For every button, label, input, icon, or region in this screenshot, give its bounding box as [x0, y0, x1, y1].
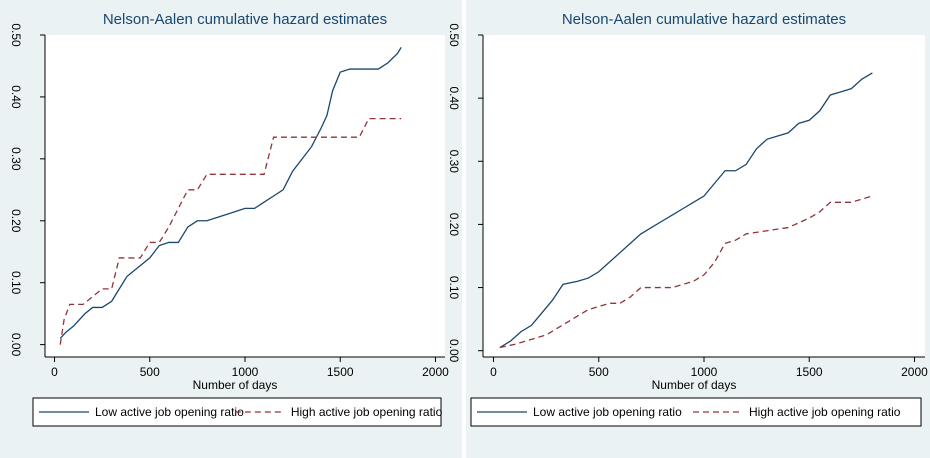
legend-label: High active job opening ratio [291, 405, 443, 419]
y-tick-label: 0.50 [9, 23, 23, 47]
x-tick-label: 1500 [796, 365, 823, 379]
legend-box [470, 397, 922, 427]
x-tick-label: 500 [140, 365, 160, 379]
y-tick-label: 0.40 [447, 86, 461, 110]
plot-area [45, 35, 445, 357]
legend-label: High active job opening ratio [749, 405, 901, 419]
legend-label: Low active job opening ratio [533, 405, 682, 419]
x-tick-label: 500 [589, 365, 609, 379]
hazard-line [59, 117, 402, 345]
x-tick-label: 2000 [901, 365, 928, 379]
y-tick-label: 0.40 [9, 85, 23, 109]
y-tick-label: 0.50 [447, 23, 461, 47]
y-tick-label: 0.30 [447, 150, 461, 174]
chart-title: Nelson-Aalen cumulative hazard estimates [103, 11, 387, 28]
y-tick-label: 0.20 [447, 213, 461, 237]
x-tick-label: 0 [490, 365, 497, 379]
y-tick-label: 0.00 [9, 333, 23, 357]
y-tick-label: 0.10 [447, 276, 461, 300]
x-tick-label: 0 [51, 365, 58, 379]
hazard-line [499, 72, 873, 349]
y-tick-label: 0.10 [9, 271, 23, 295]
hazard-line [59, 47, 402, 339]
chart-title: Nelson-Aalen cumulative hazard estimates [562, 11, 846, 28]
x-tick-label: 1000 [691, 365, 718, 379]
x-tick-label: 1500 [327, 365, 354, 379]
x-tick-label: 1000 [232, 365, 259, 379]
x-axis-label: Number of days [652, 378, 737, 392]
x-tick-label: 2000 [422, 365, 449, 379]
y-tick-label: 0.20 [9, 209, 23, 233]
x-axis-label: Number of days [193, 378, 278, 392]
y-tick-label: 0.30 [9, 147, 23, 171]
legend-label: Low active job opening ratio [95, 405, 244, 419]
y-tick-label: 0.00 [447, 339, 461, 363]
hazard-line [499, 195, 873, 349]
